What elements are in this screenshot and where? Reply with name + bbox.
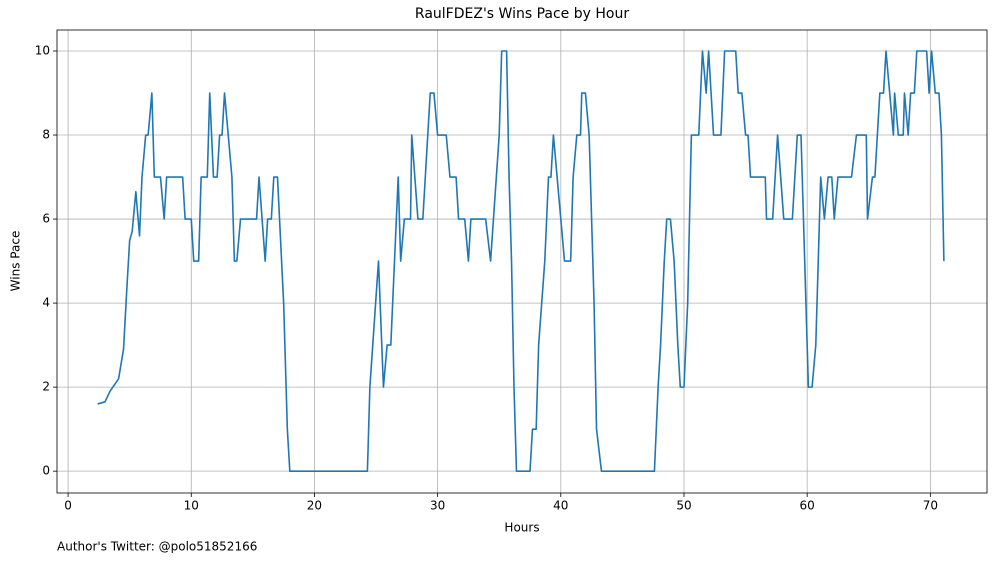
y-tick-label: 2 bbox=[42, 380, 50, 394]
annotation: Author's Twitter: @polo51852166 bbox=[57, 540, 257, 554]
y-tick-label: 0 bbox=[42, 464, 50, 478]
data-line bbox=[97, 50, 945, 472]
x-tick-label: 10 bbox=[184, 499, 199, 513]
y-tick-label: 10 bbox=[35, 44, 50, 58]
y-axis-label: Wins Pace bbox=[9, 231, 23, 292]
y-tick-label: 8 bbox=[42, 128, 50, 142]
chart-title: RaulFDEZ's Wins Pace by Hour bbox=[415, 6, 629, 22]
x-tick-label: 60 bbox=[800, 499, 815, 513]
x-axis-label: Hours bbox=[504, 521, 539, 535]
x-tick-label: 30 bbox=[430, 499, 445, 513]
x-tick-label: 70 bbox=[923, 499, 938, 513]
plot-frame bbox=[56, 29, 988, 494]
y-tick-label: 6 bbox=[42, 212, 50, 226]
x-tick-label: 50 bbox=[676, 499, 691, 513]
x-tick-label: 40 bbox=[553, 499, 568, 513]
y-tick-label: 4 bbox=[42, 296, 50, 310]
x-tick-label: 0 bbox=[64, 499, 72, 513]
x-tick-label: 20 bbox=[307, 499, 322, 513]
